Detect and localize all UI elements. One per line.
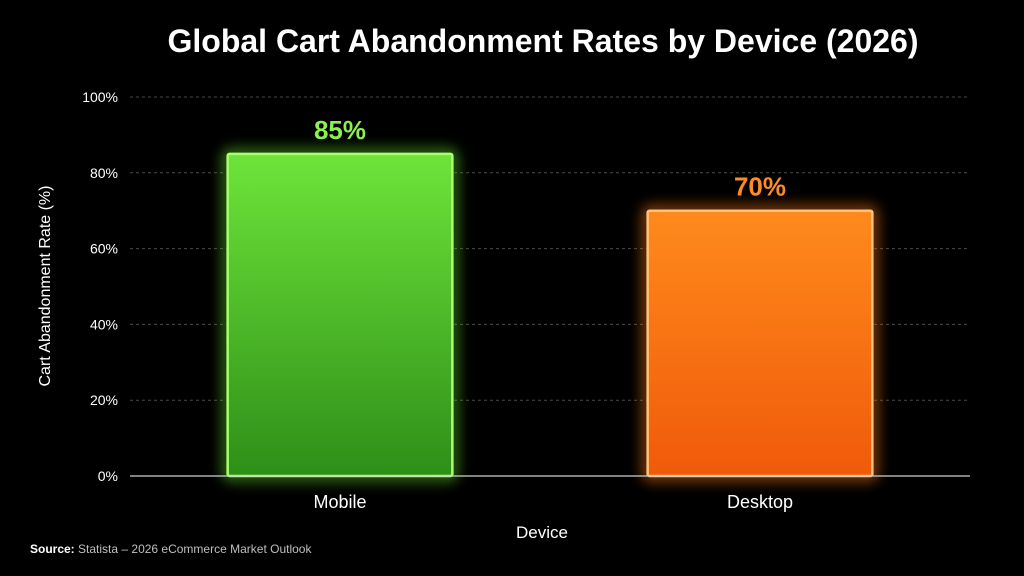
y-tick-label: 100% xyxy=(82,89,118,105)
x-tick-label-desktop: Desktop xyxy=(727,492,793,512)
source-label: Source: xyxy=(30,542,75,556)
bars: 85% 70% xyxy=(223,115,877,480)
source-note: Source: Statista – 2026 eCommerce Market… xyxy=(30,542,311,556)
y-tick-label: 80% xyxy=(90,165,118,181)
y-axis-label: Cart Abandonment Rate (%) xyxy=(37,186,54,387)
source-text: Statista – 2026 eCommerce Market Outlook xyxy=(78,542,312,556)
x-axis-ticks: Mobile Desktop xyxy=(313,492,793,512)
y-tick-label: 0% xyxy=(98,468,118,484)
x-axis-label: Device xyxy=(516,523,568,542)
chart-title: Global Cart Abandonment Rates by Device … xyxy=(167,23,918,59)
data-label-desktop: 70% xyxy=(734,172,786,202)
bar-mobile xyxy=(226,152,454,478)
bar-desktop xyxy=(646,209,874,478)
y-tick-label: 40% xyxy=(90,316,118,332)
y-tick-label: 20% xyxy=(90,392,118,408)
y-tick-label: 60% xyxy=(90,241,118,257)
y-axis-ticks: 0% 20% 40% 60% 80% 100% xyxy=(82,89,118,484)
data-label-mobile: 85% xyxy=(314,115,366,145)
x-tick-label-mobile: Mobile xyxy=(313,492,366,512)
